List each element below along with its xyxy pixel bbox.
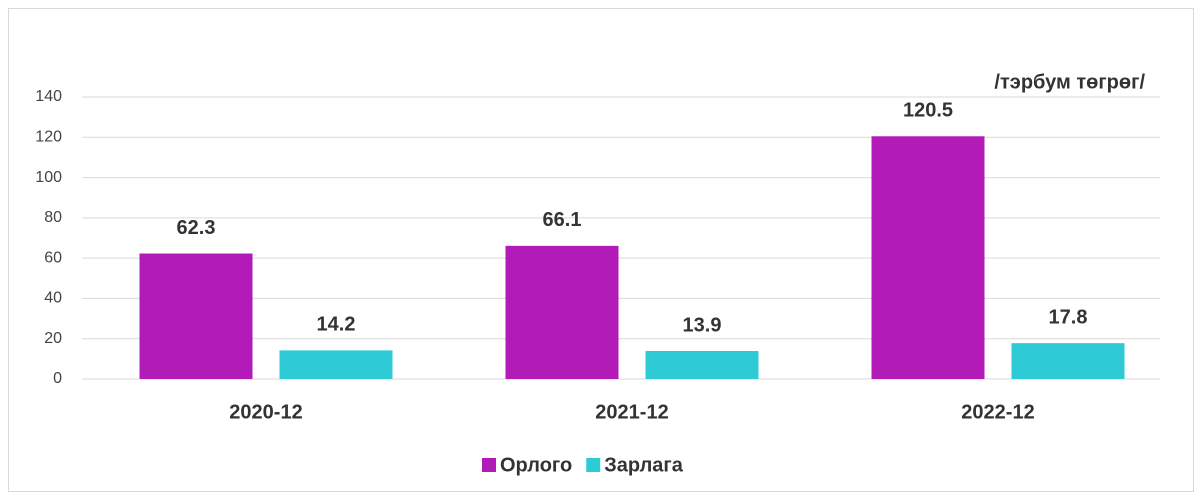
y-tick-label: 100 — [35, 169, 62, 186]
bar — [645, 351, 759, 379]
x-tick-label: 2022-12 — [961, 401, 1034, 423]
legend-swatch — [482, 458, 496, 472]
y-tick-label: 120 — [35, 129, 62, 146]
bar — [1011, 343, 1125, 379]
legend-label: Зарлага — [604, 454, 684, 476]
value-label: 120.5 — [903, 100, 953, 122]
bar — [139, 253, 253, 379]
bar — [279, 350, 393, 379]
value-label: 14.2 — [317, 314, 356, 336]
y-tick-label: 20 — [44, 330, 62, 347]
x-tick-label: 2021-12 — [595, 401, 668, 423]
bar — [871, 136, 985, 379]
bar — [505, 245, 619, 379]
x-tick-label: 2020-12 — [229, 401, 302, 423]
unit-label: /тэрбум төгрөг/ — [994, 71, 1145, 93]
value-label: 62.3 — [177, 217, 216, 239]
y-tick-label: 80 — [44, 209, 62, 226]
y-tick-label: 0 — [53, 370, 62, 387]
value-label: 66.1 — [543, 209, 582, 231]
legend-swatch — [586, 458, 601, 472]
y-tick-label: 40 — [44, 290, 62, 307]
value-label: 13.9 — [683, 314, 722, 336]
value-label: 17.8 — [1049, 306, 1088, 328]
y-tick-label: 140 — [35, 88, 62, 105]
y-tick-label: 60 — [44, 249, 62, 266]
legend-label: Орлого — [500, 454, 572, 476]
